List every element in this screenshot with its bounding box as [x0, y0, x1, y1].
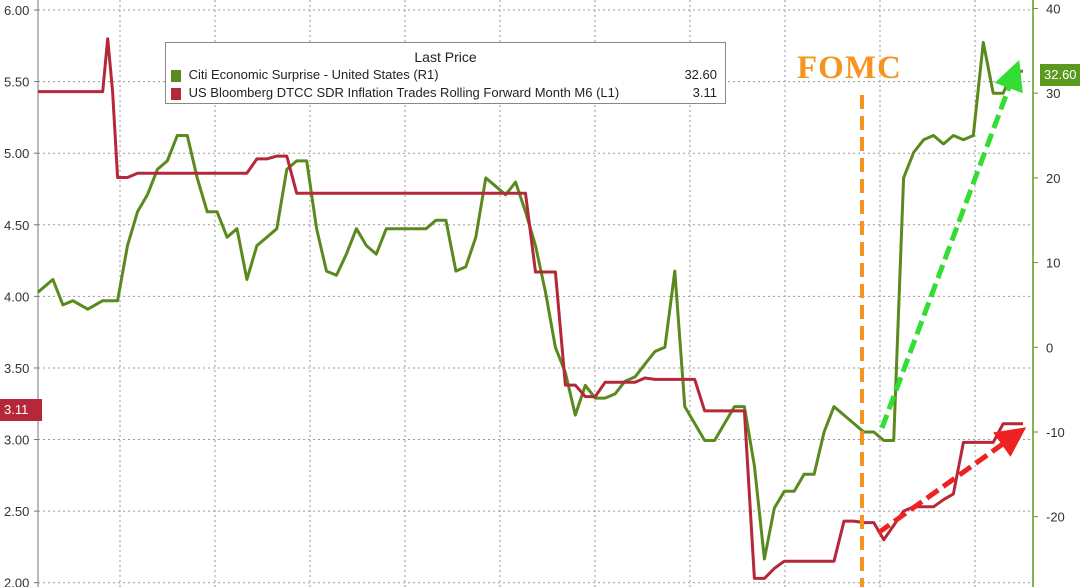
fomc-annotation: FOMC — [797, 50, 902, 86]
right-tick-label-0: -20 — [1046, 510, 1065, 525]
right-tick-label-6: 40 — [1046, 1, 1060, 16]
legend-item-inflation: US Bloomberg DTCC SDR Inflation Trades R… — [171, 85, 717, 101]
legend-title: Last Price — [414, 49, 477, 65]
left-last-value-tag: 3.11 — [0, 399, 42, 421]
legend-swatch-inflation — [171, 87, 181, 100]
left-tick-label-8: 6.00 — [4, 3, 29, 18]
axes — [37, 0, 1034, 587]
legend-label-inflation: US Bloomberg DTCC SDR Inflation Trades R… — [188, 85, 620, 100]
series-lines — [37, 37, 1023, 580]
right-tick-label-2: 0 — [1046, 340, 1053, 355]
legend-item-citi: Citi Economic Surprise - United States (… — [171, 67, 717, 83]
left-tick-label-5: 4.50 — [4, 218, 29, 233]
right-tick-label-5: 30 — [1046, 86, 1060, 101]
left-tick-label-1: 2.50 — [4, 504, 29, 519]
right-tick-label-4: 20 — [1046, 171, 1060, 186]
red-trend-arrow — [876, 427, 1027, 536]
left-tick-label-0: 2.00 — [4, 576, 29, 587]
citi-surprise-series-line — [37, 40, 1023, 561]
right-axis-ticks: -20 -10 0 10 20 30 40 — [1033, 1, 1065, 525]
chart-legend: Last Price Citi Economic Surprise - Unit… — [165, 42, 726, 104]
left-tick-label-7: 5.50 — [4, 75, 29, 90]
legend-value-inflation: 3.11 — [692, 85, 717, 100]
left-axis-ticks: 2.00 2.50 3.00 3.50 4.00 4.50 5.00 5.50 6.00 — [4, 3, 38, 587]
left-tick-label-3: 3.50 — [4, 361, 29, 376]
right-tick-label-1: -10 — [1046, 425, 1065, 440]
legend-value-citi: 32.60 — [684, 67, 717, 82]
legend-swatch-citi — [171, 69, 181, 82]
legend-label-citi: Citi Economic Surprise - United States (… — [188, 67, 439, 82]
right-tick-label-3: 10 — [1046, 256, 1060, 271]
left-tick-label-4: 4.00 — [4, 289, 29, 304]
green-trend-arrow — [879, 59, 1023, 429]
left-tick-label-2: 3.00 — [4, 433, 29, 448]
right-last-value-tag: 32.60 — [1040, 64, 1080, 86]
left-tick-label-6: 5.00 — [4, 146, 29, 161]
inflation-trades-series-line — [38, 37, 1023, 580]
